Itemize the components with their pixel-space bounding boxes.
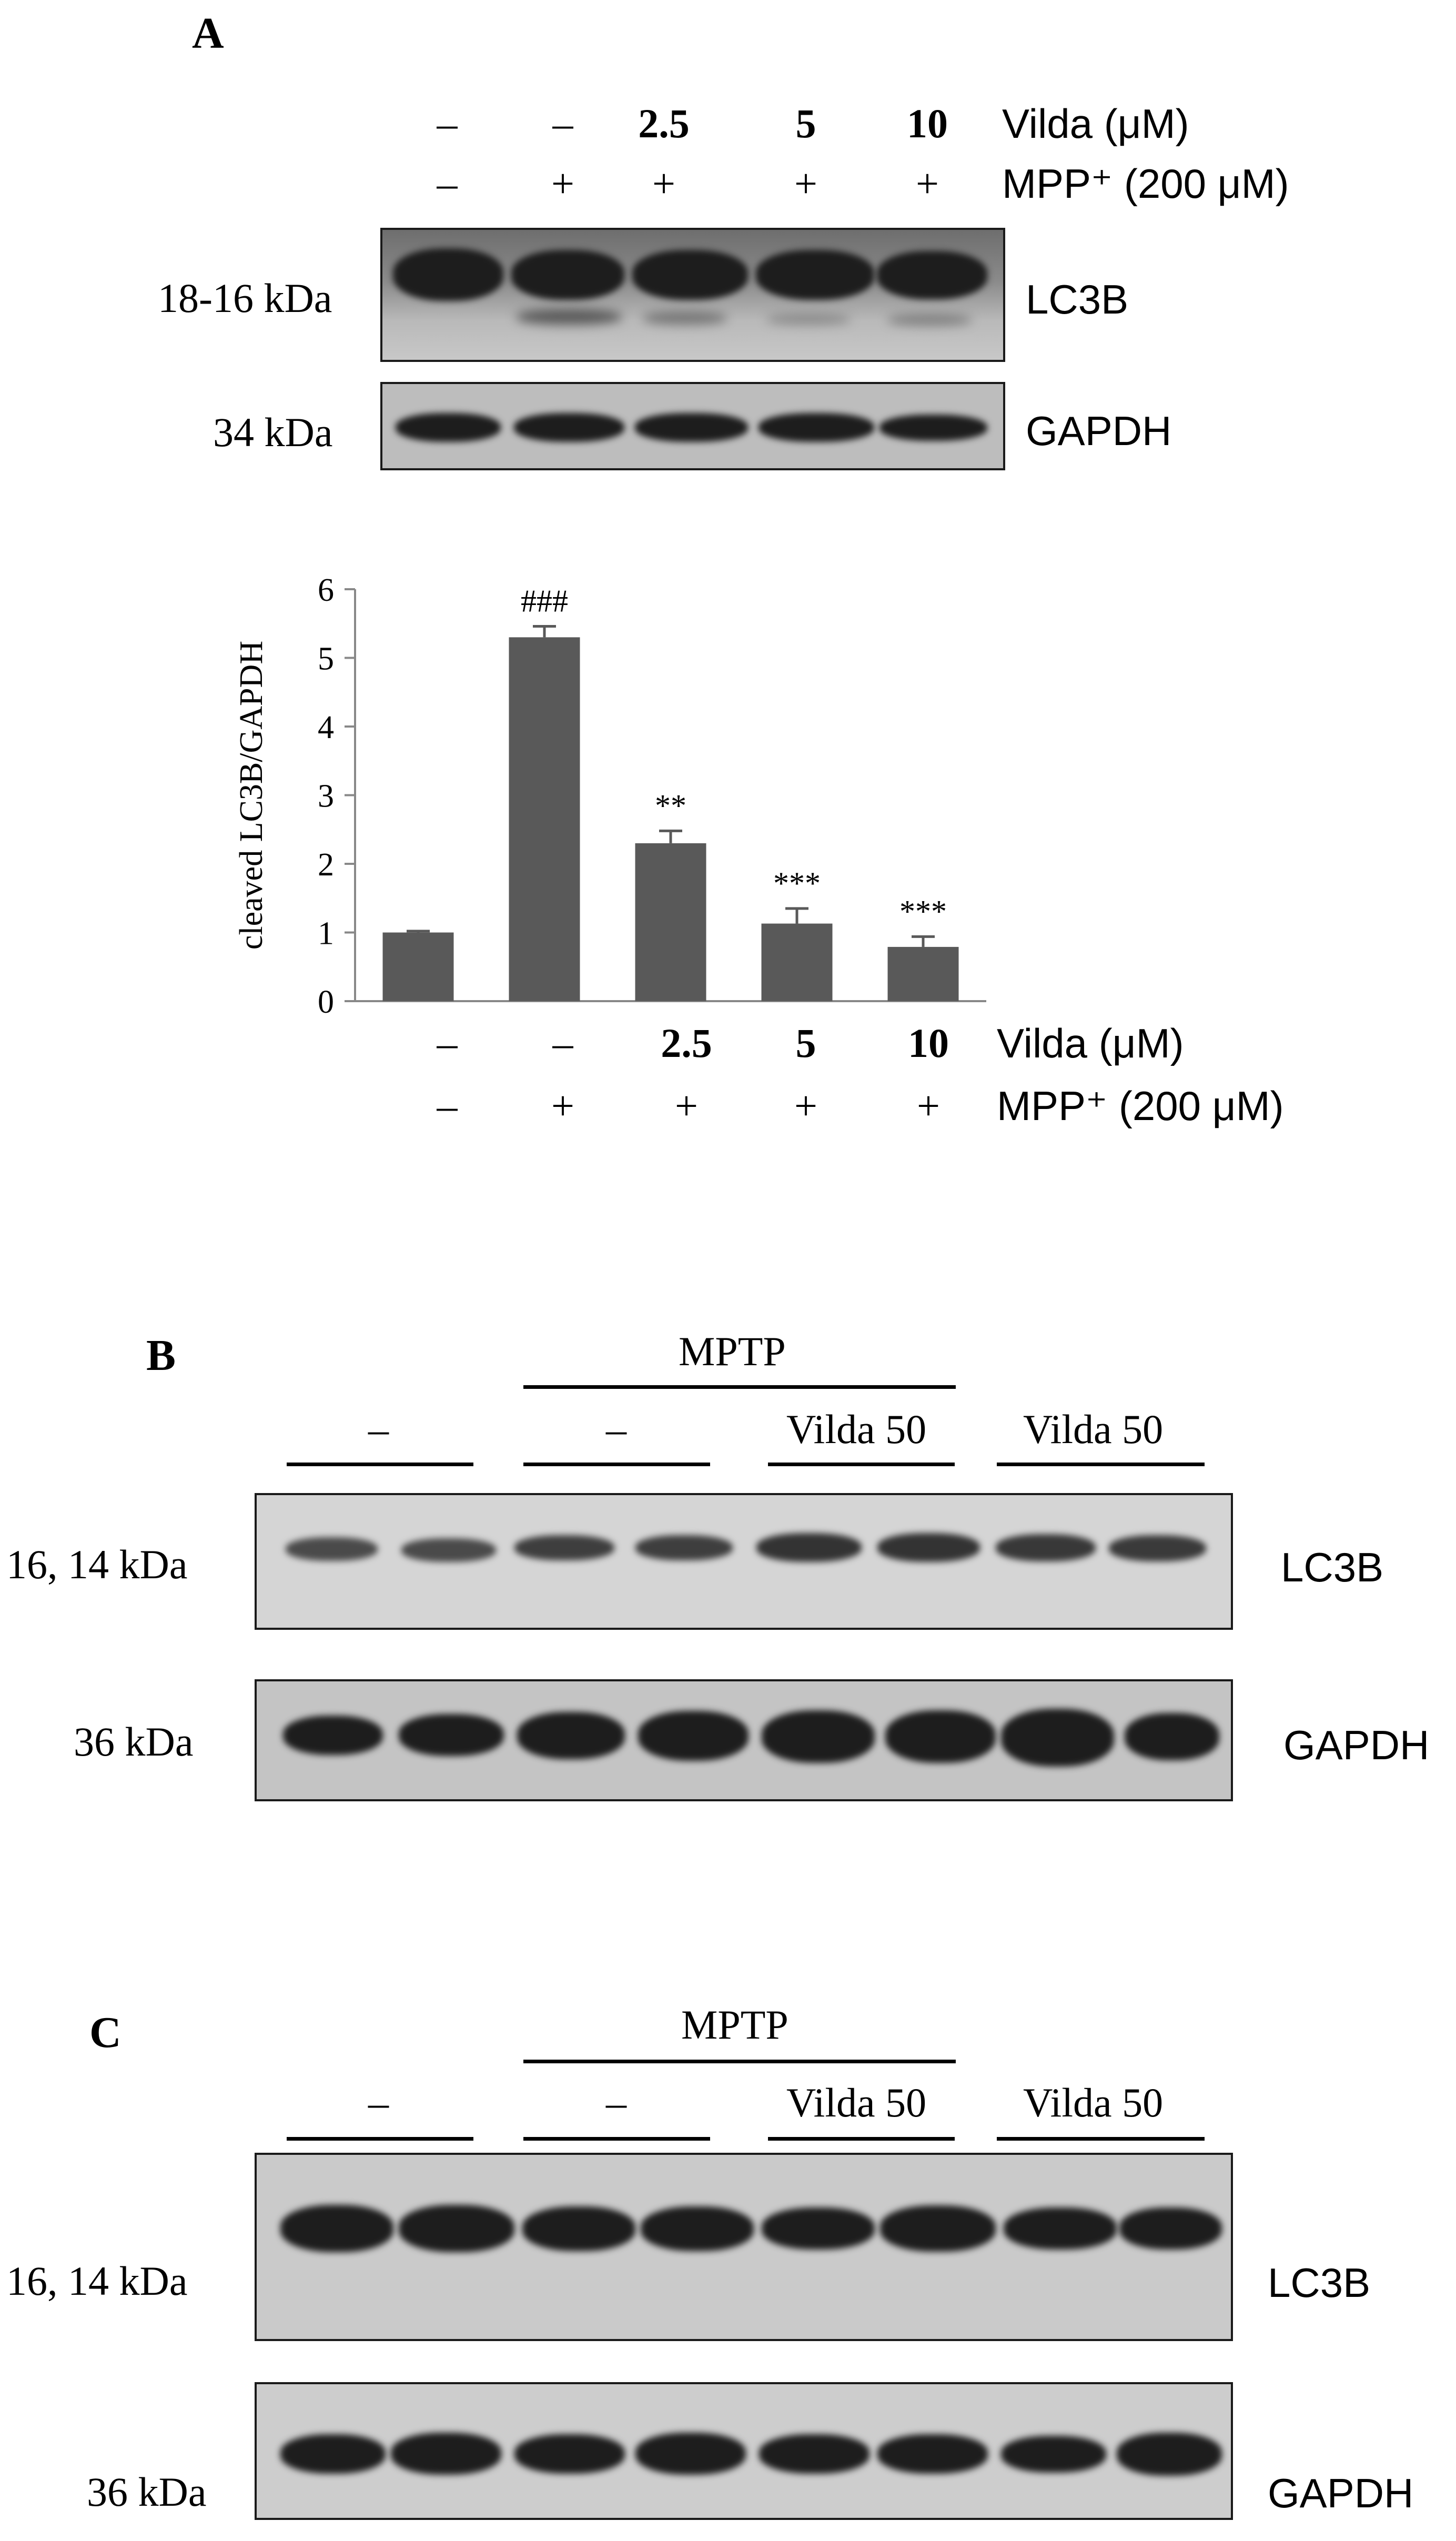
bar	[887, 946, 959, 1001]
blot-c-lc3b-protein: LC3B	[1268, 2260, 1371, 2306]
panel-b-lane-rule-3	[768, 1463, 955, 1466]
blot-b-gapdh	[255, 1679, 1233, 1801]
vilda-value-lane-4: 5	[795, 100, 816, 146]
panel-b-group-rule	[523, 1385, 956, 1389]
panel-letter-c: C	[89, 2008, 122, 2057]
significance-label: **	[655, 788, 686, 823]
blot-a-gapdh	[380, 382, 1005, 470]
chart-mpp-value-lane-5: +	[917, 1083, 940, 1128]
vilda-value-lane-5: 10	[907, 100, 948, 146]
significance-label: ###	[521, 583, 568, 618]
bar	[635, 843, 706, 1001]
chart-mpp-value-lane-3: +	[675, 1083, 698, 1128]
mpp-row-label: MPP⁺ (200 μM)	[1002, 160, 1289, 207]
blot-a-lc3b-protein: LC3B	[1026, 276, 1129, 322]
chart-vilda-value-lane-5: 10	[908, 1020, 949, 1066]
chart-mpp-value-lane-2: +	[551, 1083, 574, 1128]
panel-letter-a: A	[192, 9, 224, 58]
bar	[509, 637, 580, 1001]
y-tick-label: 5	[318, 641, 334, 677]
blot-c-gapdh-mw: 36 kDa	[87, 2469, 207, 2515]
blot-a-lc3b	[380, 228, 1005, 362]
significance-label: ***	[773, 866, 821, 901]
bar	[761, 923, 833, 1001]
panel-c-lane-group-1: –	[368, 2080, 389, 2125]
blot-a-lc3b-mw: 18-16 kDa	[158, 275, 332, 321]
vilda-value-lane-1: –	[437, 100, 458, 146]
chart-vilda-value-lane-2: –	[552, 1020, 573, 1066]
blot-b-gapdh-protein: GAPDH	[1283, 1722, 1430, 1768]
blot-b-lc3b-mw: 16, 14 kDa	[6, 1541, 188, 1587]
panel-c-group-label: MPTP	[681, 2002, 788, 2048]
panel-b-lane-group-1: –	[368, 1406, 389, 1452]
panel-letter-b: B	[146, 1331, 176, 1380]
chart-mpp-value-lane-4: +	[794, 1083, 817, 1128]
vilda-value-lane-3: 2.5	[638, 100, 690, 146]
blot-c-lc3b-mw: 16, 14 kDa	[6, 2258, 188, 2304]
blot-c-gapdh	[255, 2382, 1233, 2520]
panel-b-lane-rule-1	[287, 1463, 473, 1466]
panel-b-lane-group-2: –	[606, 1406, 626, 1452]
blot-a-gapdh-mw: 34 kDa	[213, 409, 333, 455]
panel-c-lane-rule-2	[523, 2137, 710, 2141]
blot-b-lc3b	[255, 1493, 1233, 1630]
chart-vilda-value-lane-1: –	[437, 1020, 458, 1066]
y-tick-label: 0	[318, 984, 334, 1020]
y-tick-label: 4	[318, 710, 334, 745]
significance-label: ***	[899, 894, 947, 929]
chart-mpp-row-label: MPP⁺ (200 μM)	[997, 1083, 1284, 1129]
blot-a-gapdh-protein: GAPDH	[1026, 408, 1172, 454]
blot-c-gapdh-protein: GAPDH	[1268, 2470, 1414, 2516]
y-axis-label: cleaved LC3B/GAPDH	[234, 641, 269, 950]
panel-b-lane-group-4: Vilda 50	[1023, 1406, 1164, 1452]
panel-b-group-label: MPTP	[679, 1328, 786, 1374]
y-tick-label: 2	[318, 847, 334, 883]
blot-b-gapdh-mw: 36 kDa	[74, 1719, 194, 1764]
chart-mpp-value-lane-1: –	[437, 1083, 458, 1128]
chart-vilda-row-label: Vilda (μM)	[997, 1020, 1184, 1066]
mpp-value-lane-4: +	[794, 160, 817, 206]
panel-b-lane-rule-4	[997, 1463, 1205, 1466]
panel-c-lane-group-4: Vilda 50	[1023, 2080, 1164, 2125]
vilda-row-label: Vilda (μM)	[1002, 100, 1189, 147]
blot-c-lc3b	[255, 2153, 1233, 2341]
mpp-value-lane-5: +	[916, 160, 939, 206]
chart-vilda-value-lane-3: 2.5	[661, 1020, 712, 1066]
panel-c-lane-rule-1	[287, 2137, 473, 2141]
mpp-value-lane-1: –	[437, 160, 458, 206]
panel-b-lane-rule-2	[523, 1463, 710, 1466]
mpp-value-lane-2: +	[551, 160, 574, 206]
panel-c-lane-group-3: Vilda 50	[786, 2080, 927, 2125]
panel-c-lane-rule-4	[997, 2137, 1205, 2141]
panel-b-lane-group-3: Vilda 50	[786, 1406, 927, 1452]
mpp-value-lane-3: +	[652, 160, 675, 206]
bar	[382, 932, 454, 1001]
panel-c-lane-group-2: –	[606, 2080, 626, 2125]
panel-c-lane-rule-3	[768, 2137, 955, 2141]
y-tick-label: 3	[318, 779, 334, 814]
y-tick-label: 1	[318, 916, 334, 952]
blot-b-lc3b-protein: LC3B	[1281, 1544, 1384, 1590]
chart-vilda-value-lane-4: 5	[795, 1020, 816, 1066]
y-tick-label: 6	[318, 572, 334, 608]
vilda-value-lane-2: –	[552, 100, 573, 146]
panel-c-group-rule	[523, 2060, 956, 2063]
